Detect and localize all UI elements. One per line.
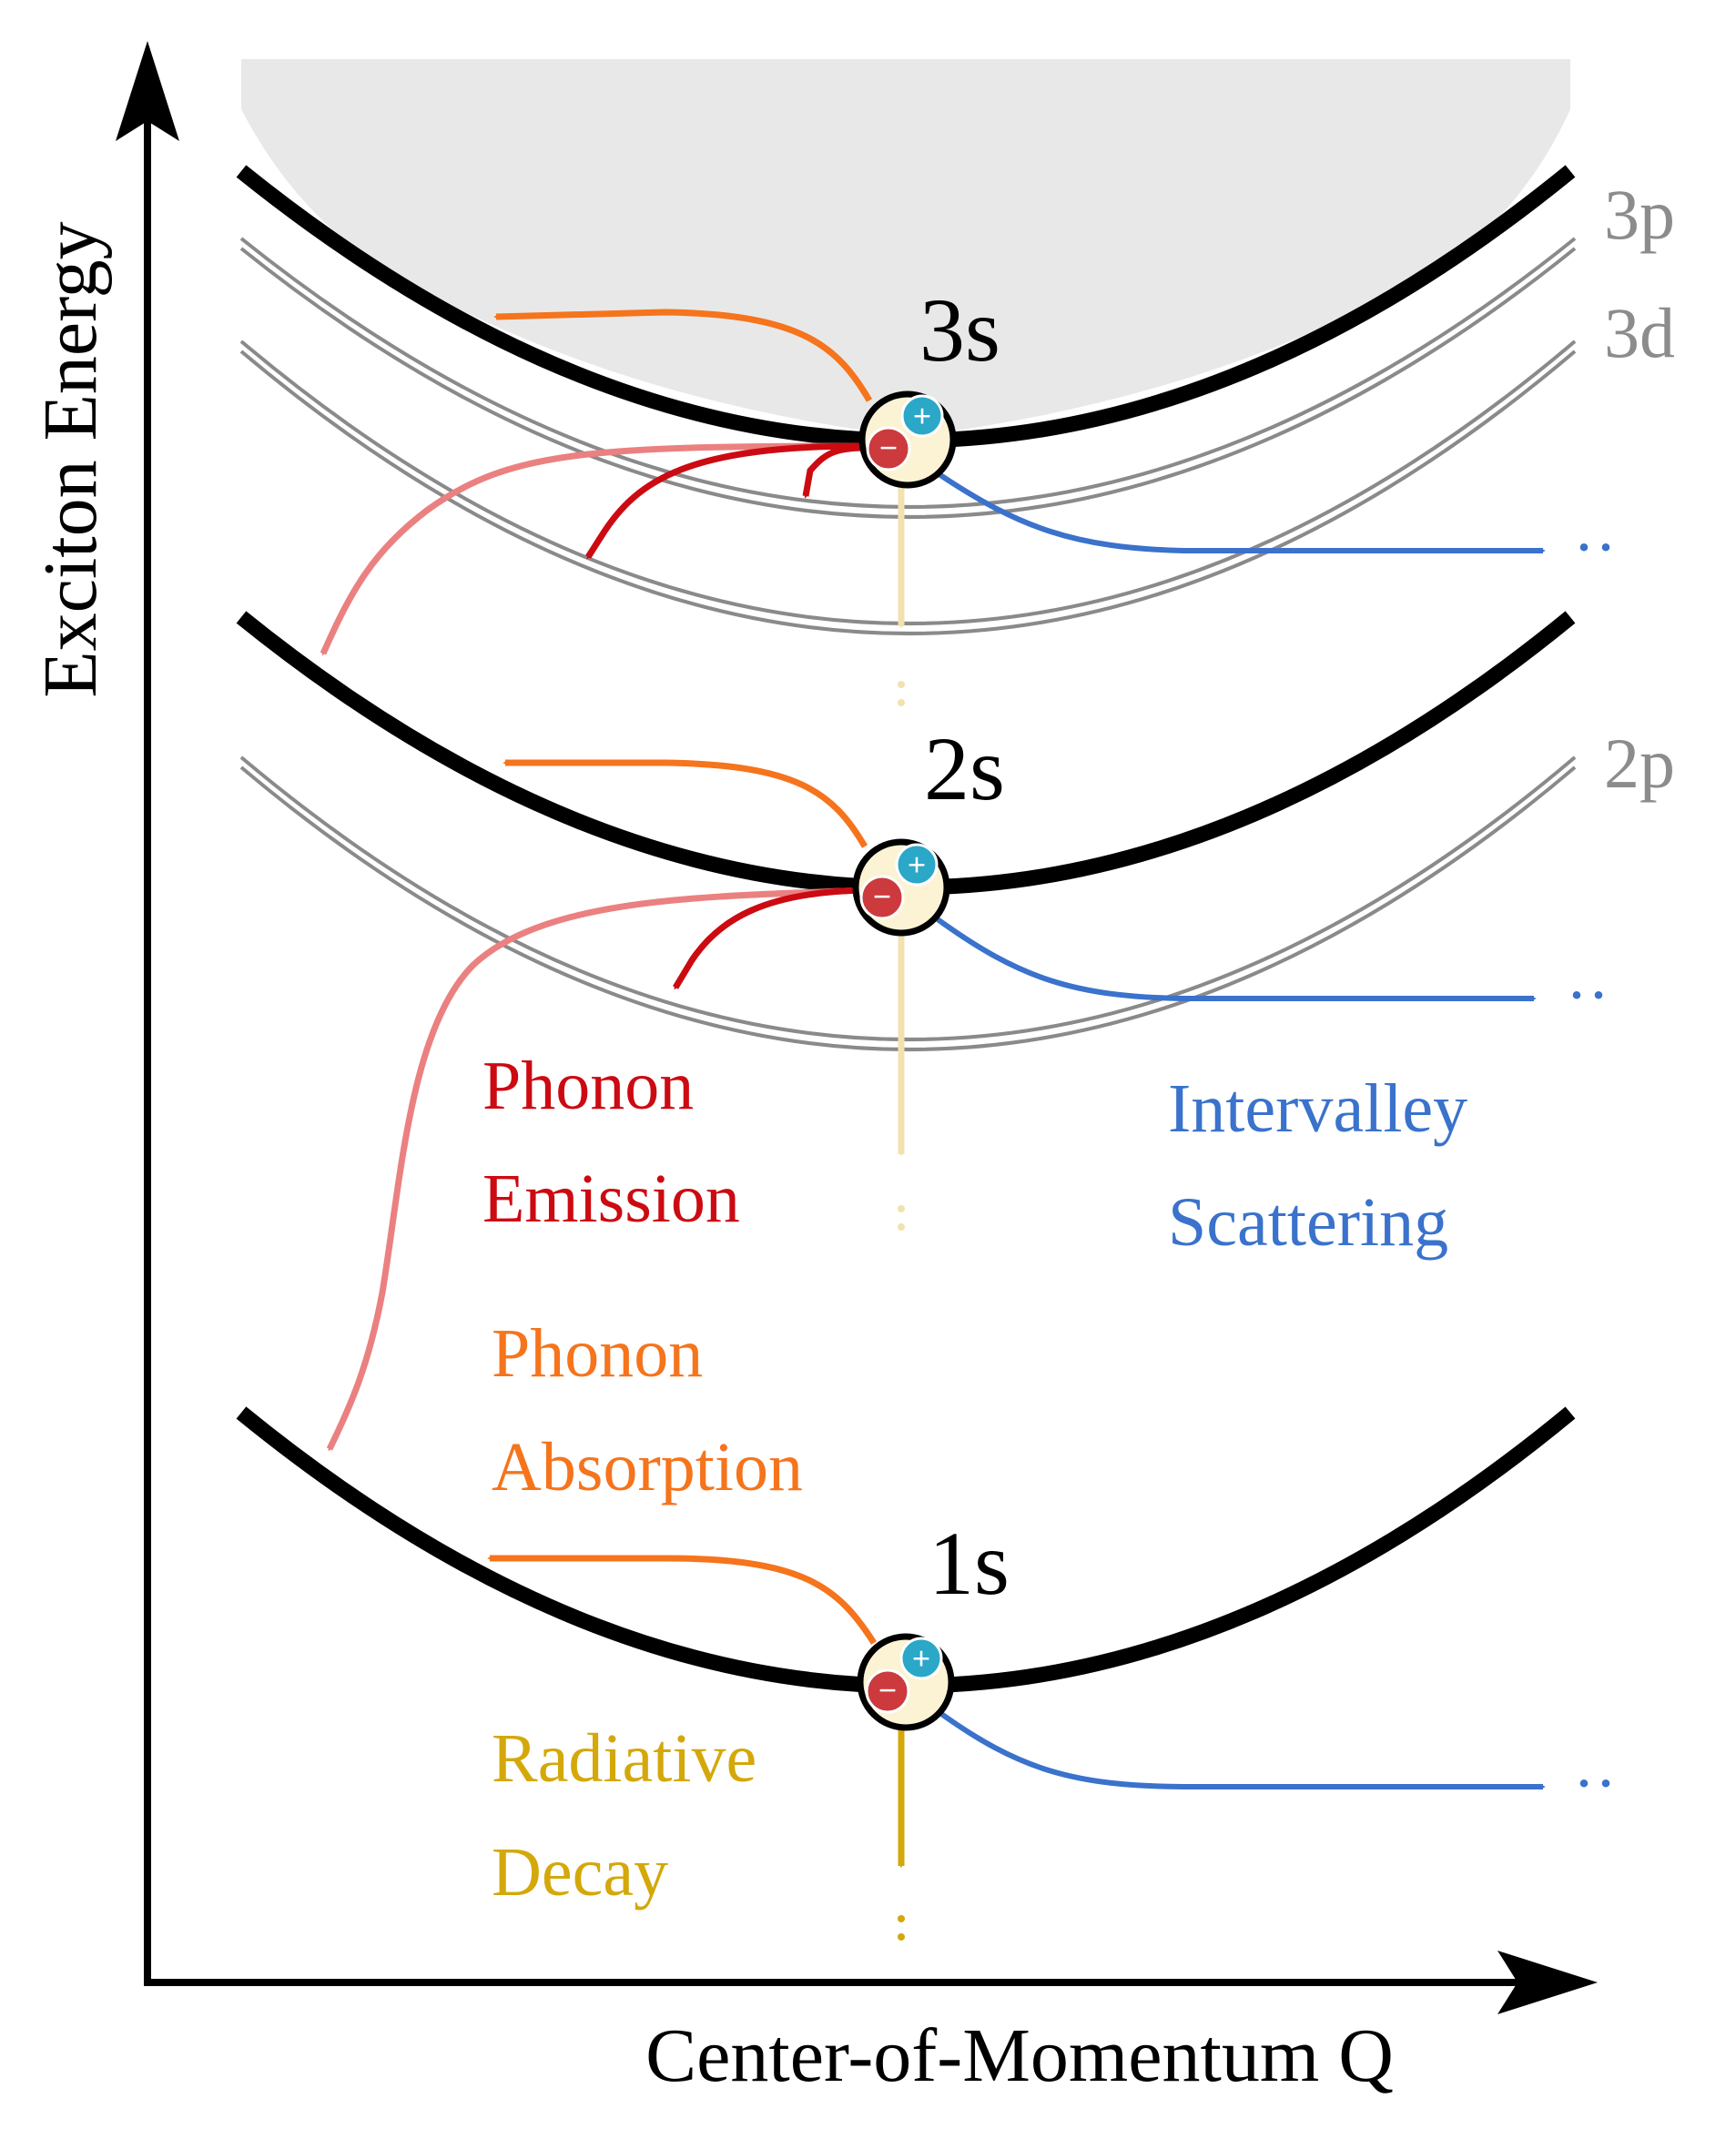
exciton-2s: + − <box>852 838 950 937</box>
label-1s: 1s <box>929 1513 1010 1614</box>
radiative-3s-dot <box>898 681 905 688</box>
subband-3p-line-b <box>239 247 1577 519</box>
emission-3s-to-2s-arrow <box>320 442 875 656</box>
sub-bands <box>239 237 1577 1051</box>
subband-3p-line-a <box>239 237 1577 509</box>
intervalley-label-line1: Intervalley <box>1168 1070 1467 1147</box>
emission-3s-near-arrow <box>802 444 866 499</box>
absorption-2s-arrow <box>503 759 868 848</box>
radiative-2s-dot <box>898 1223 905 1231</box>
emission-label-line2: Emission <box>482 1161 740 1237</box>
emission-arrows <box>585 442 866 990</box>
label-2p: 2p <box>1604 724 1675 803</box>
absorption-label-line1: Phonon <box>492 1315 703 1392</box>
electron-sign: − <box>879 430 898 466</box>
intervalley-3s-arrow <box>936 471 1546 554</box>
x-axis-label: Center-of-Momentum Q <box>645 2013 1394 2098</box>
emission-2s-to-1s-arrow <box>326 887 866 1452</box>
process-labels: Phonon Emission Phonon Absorption Interv… <box>482 1048 1467 1911</box>
intervalley-label-line2: Scattering <box>1168 1184 1448 1261</box>
radiative-label-line1: Radiative <box>492 1720 756 1797</box>
radiative-dots <box>898 681 905 1941</box>
subband-2p-line-a <box>239 755 1577 1041</box>
long-emission-arrows <box>320 442 875 1452</box>
hole-particle <box>900 394 944 438</box>
emission-label-line1: Phonon <box>482 1048 694 1124</box>
continuum-region <box>241 59 1570 437</box>
radiative-label-line2: Decay <box>492 1834 668 1911</box>
radiative-2s-dot <box>898 1205 905 1212</box>
hole-sign: + <box>913 398 932 434</box>
emission-3s-far-arrow <box>585 442 866 560</box>
continuation-1s: ·· <box>1573 1747 1617 1820</box>
radiative-3s-dot <box>898 699 905 706</box>
label-3d: 3d <box>1604 293 1675 372</box>
axes <box>116 41 1598 2014</box>
intervalley-2s-arrow <box>936 917 1537 1002</box>
emission-2s-arrow <box>672 887 866 990</box>
electron-particle <box>866 426 911 471</box>
state-labels: 3s 2s 1s 3p 3d 2p <box>919 175 1675 1614</box>
electron-sign: − <box>878 1672 898 1708</box>
y-axis-arrowhead <box>116 41 179 141</box>
hole-particle <box>895 843 939 887</box>
radiative-1s-dot <box>898 1915 905 1922</box>
electron-sign: − <box>873 878 892 915</box>
exciton-1s: + − <box>857 1633 955 1731</box>
absorption-3s-arrow <box>493 309 873 402</box>
hole-sign: + <box>908 846 927 883</box>
subband-2p-line-b <box>239 765 1577 1051</box>
intervalley-arrows <box>936 471 1546 1790</box>
label-3p: 3p <box>1604 175 1675 254</box>
hole-sign: + <box>912 1640 931 1677</box>
intervalley-1s-arrow <box>936 1708 1546 1790</box>
subband-3d-line-a <box>239 340 1577 625</box>
absorption-label-line2: Absorption <box>492 1429 803 1505</box>
continuation-markers: ·· ·· ·· <box>1566 511 1617 1820</box>
radiative-1s-dot <box>898 1933 905 1941</box>
hole-particle <box>899 1637 943 1680</box>
continuation-3s: ·· <box>1573 511 1617 583</box>
x-axis-arrowhead <box>1497 1951 1598 2014</box>
absorption-arrows <box>487 309 877 1645</box>
label-3s: 3s <box>919 279 1000 380</box>
electron-particle <box>865 1668 910 1714</box>
continuation-2s: ·· <box>1566 958 1609 1031</box>
exciton-3s: + − <box>858 390 957 489</box>
y-axis-label: Exciton Energy <box>28 221 113 697</box>
absorption-1s-arrow <box>487 1555 877 1645</box>
label-2s: 2s <box>924 718 1005 819</box>
electron-particle <box>859 875 905 920</box>
